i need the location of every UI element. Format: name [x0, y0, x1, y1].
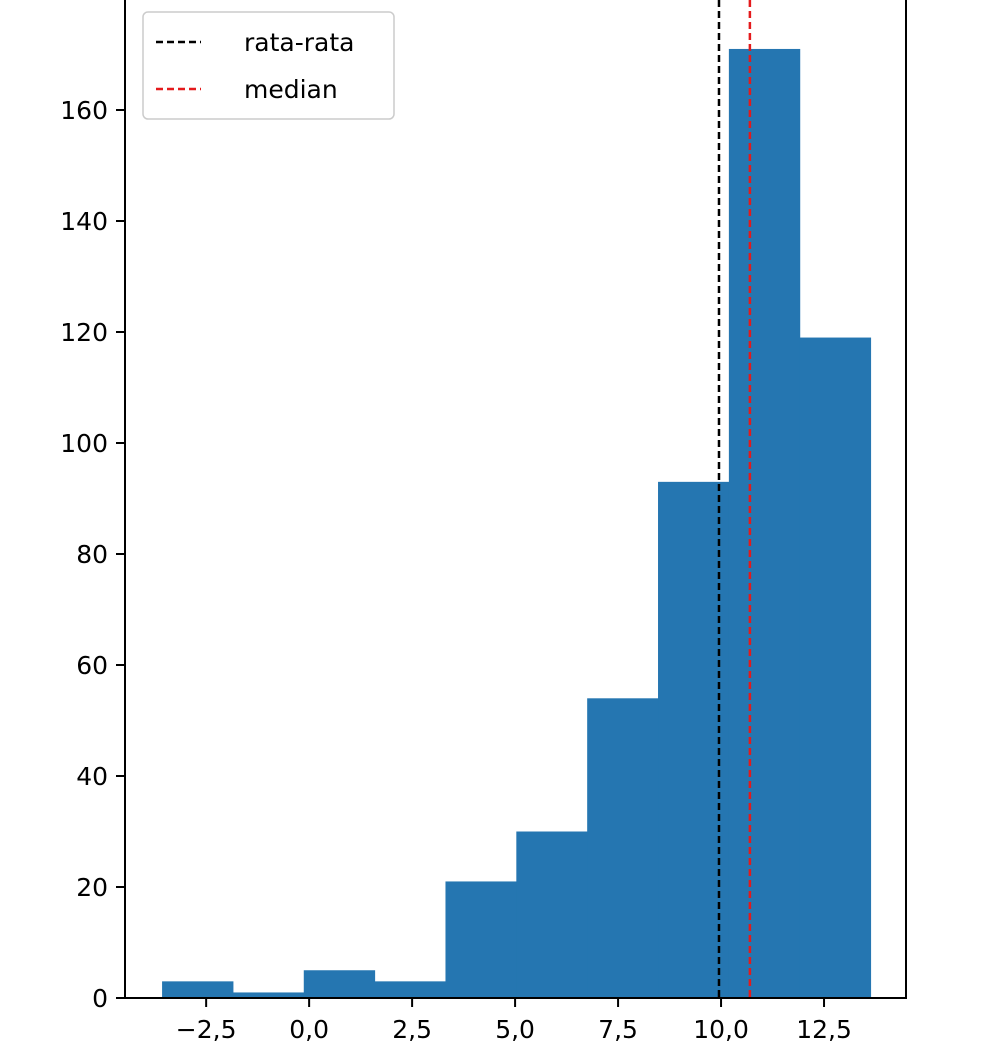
x-tick-label: 2,5: [392, 1015, 432, 1044]
y-tick-label: 140: [60, 207, 108, 236]
legend-label-rata-rata: rata-rata: [244, 28, 354, 57]
y-tick-label: 160: [60, 96, 108, 125]
x-tick-label: 7,5: [598, 1015, 638, 1044]
y-tick-label: 0: [92, 984, 108, 1013]
histogram-bar: [374, 981, 446, 998]
legend-box: [142, 11, 395, 120]
histogram-bar: [728, 48, 801, 998]
y-tick-label: 80: [76, 540, 108, 569]
histogram-bar: [658, 481, 730, 999]
x-tick-label: 0,0: [289, 1015, 329, 1044]
histogram-bar: [445, 881, 517, 998]
x-tick-label: 12,5: [796, 1015, 852, 1044]
legend: rata-rata median: [142, 11, 395, 120]
x-tick-label: −2,5: [176, 1015, 237, 1044]
y-tick-label: 40: [76, 762, 108, 791]
histogram-bar: [162, 981, 234, 998]
y-tick-label: 60: [76, 651, 108, 680]
histogram-bar: [232, 992, 305, 998]
x-tick-label: 10,0: [693, 1015, 749, 1044]
histogram-bar: [799, 337, 872, 998]
histogram-bar: [516, 831, 588, 998]
y-tick-label: 100: [60, 429, 108, 458]
histogram-bar: [303, 970, 376, 998]
legend-label-median: median: [244, 75, 338, 104]
histogram-bar: [587, 698, 659, 998]
y-tick-label: 120: [60, 318, 108, 347]
y-tick-label: 20: [76, 873, 108, 902]
x-tick-label: 5,0: [495, 1015, 535, 1044]
